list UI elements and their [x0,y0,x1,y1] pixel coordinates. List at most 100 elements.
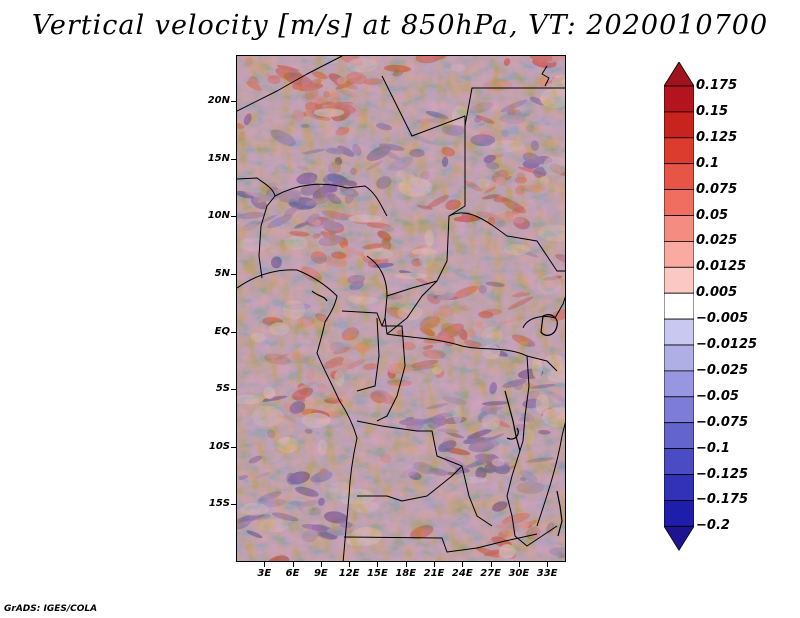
congo-drc-border [376,325,406,422]
lake-volta-outline [311,290,328,302]
atlantic-coastline [237,269,358,561]
lat-label-eq: EQ [214,325,230,337]
colorbar-swatch [664,163,694,190]
colorbar-swatch [664,189,694,216]
lakes [311,290,563,537]
map-panel [236,55,566,562]
lat-tick [231,101,236,103]
lat-tick [231,273,236,275]
angola-namibia-border [343,533,538,553]
lat-label-15n: 15N [207,152,230,164]
colorbar-label: 0.15 [696,103,729,119]
colorbar-swatch [664,318,694,346]
lat-label-15s: 15S [208,498,230,510]
lon-tick [377,562,379,567]
drc-angola-border [356,420,493,527]
lake-tanganyika-outline [504,390,521,452]
egypt-sudan-border [464,87,565,127]
lon-tick [490,562,492,567]
drc-east-border [506,355,558,547]
lon-tick [264,562,266,567]
niger-nigeria-border [274,183,388,217]
colorbar-label: −0.2 [696,518,730,534]
colorbar-swatch [664,240,694,268]
grads-credit: GrADS: IGES/COLA [4,604,98,614]
colorbar-swatch [664,396,694,424]
country-borders [237,56,565,561]
lon-label-15e: 15E [367,568,388,579]
lat-label-20n: 20N [207,95,230,107]
lon-label-24e: 24E [451,568,473,579]
lon-tick [462,562,464,567]
velocity-field [237,56,565,561]
lon-label-18e: 18E [395,568,417,579]
colorbar-label: −0.005 [696,311,749,327]
colorbar-label: 0.05 [696,207,729,223]
lat-label-5s: 5S [215,383,230,395]
lat-tick [231,389,236,391]
lon-label-30e: 30E [508,568,530,579]
lat-tick [231,216,236,218]
colorbar-label: −0.1 [696,440,730,456]
algeria-niger-border [237,56,343,112]
lat-tick [231,331,236,333]
tanzania-border [536,421,565,527]
chart-title: Vertical velocity [m/s] at 850hPa, VT: 2… [31,10,769,41]
lat-label-10s: 10S [208,440,230,452]
colorbar-swatch [664,370,694,398]
lat-tick [231,446,236,448]
west-africa-border [237,177,276,279]
lake-victoria-outline [540,314,558,336]
color-bar [664,62,694,552]
lon-tick [547,562,549,567]
colorbar-label: 0.0125 [696,259,747,275]
colorbar-swatch [664,137,694,165]
lon-tick [434,562,435,567]
colorbar-label: −0.025 [696,362,749,378]
colorbar-swatch [664,292,694,320]
lat-tick [231,158,236,160]
lon-label-3e: 3E [257,568,272,579]
lon-tick [349,562,351,567]
lat-label-10n: 10N [207,210,230,222]
colorbar-label: 0.125 [696,129,738,145]
lon-tick [518,562,520,567]
colorbar-label: −0.05 [696,388,739,404]
colorbar-swatch [664,499,694,527]
colorbar-top-arrow [664,62,694,87]
colorbar-swatch [664,266,694,294]
colorbar-label: 0.075 [696,181,738,197]
colorbar-swatch [664,215,694,242]
lake-malawi-outline [556,490,563,537]
colorbar-label: 0.1 [696,155,720,171]
lon-label-21e: 21E [423,568,445,579]
colorbar-swatch [664,111,694,139]
lon-tick [292,562,294,567]
car-drc-border [386,333,558,372]
sudan-border [448,212,565,272]
lon-label-27e: 27E [480,568,501,579]
colorbar-swatch [664,474,694,501]
colorbar-label: −0.0125 [696,337,758,352]
lat-label-5n: 5N [214,267,230,279]
angola-zambia-border [357,465,463,502]
lon-tick [405,562,407,567]
colorbar-label: 0.025 [696,233,738,249]
colorbar-label: 0.005 [696,285,738,301]
colorbar-label: −0.125 [696,466,749,482]
red-sea-coast [541,65,550,87]
congo-border [356,317,380,392]
lon-label-6e: 6E [285,568,300,579]
colorbar-swatch [664,448,694,475]
colorbar-label: 0.175 [696,78,738,93]
lat-tick [231,504,236,506]
chad-libya-border [381,75,466,297]
gabon-border [341,310,386,327]
colorbar-swatch [664,85,694,113]
colorbar-bottom-arrow [664,525,694,552]
colorbar-label: −0.175 [696,492,749,508]
colorbar-swatch [664,422,694,450]
colorbar-label: −0.075 [696,414,749,430]
lon-label-33e: 33E [536,568,558,579]
lon-tick [320,562,322,567]
